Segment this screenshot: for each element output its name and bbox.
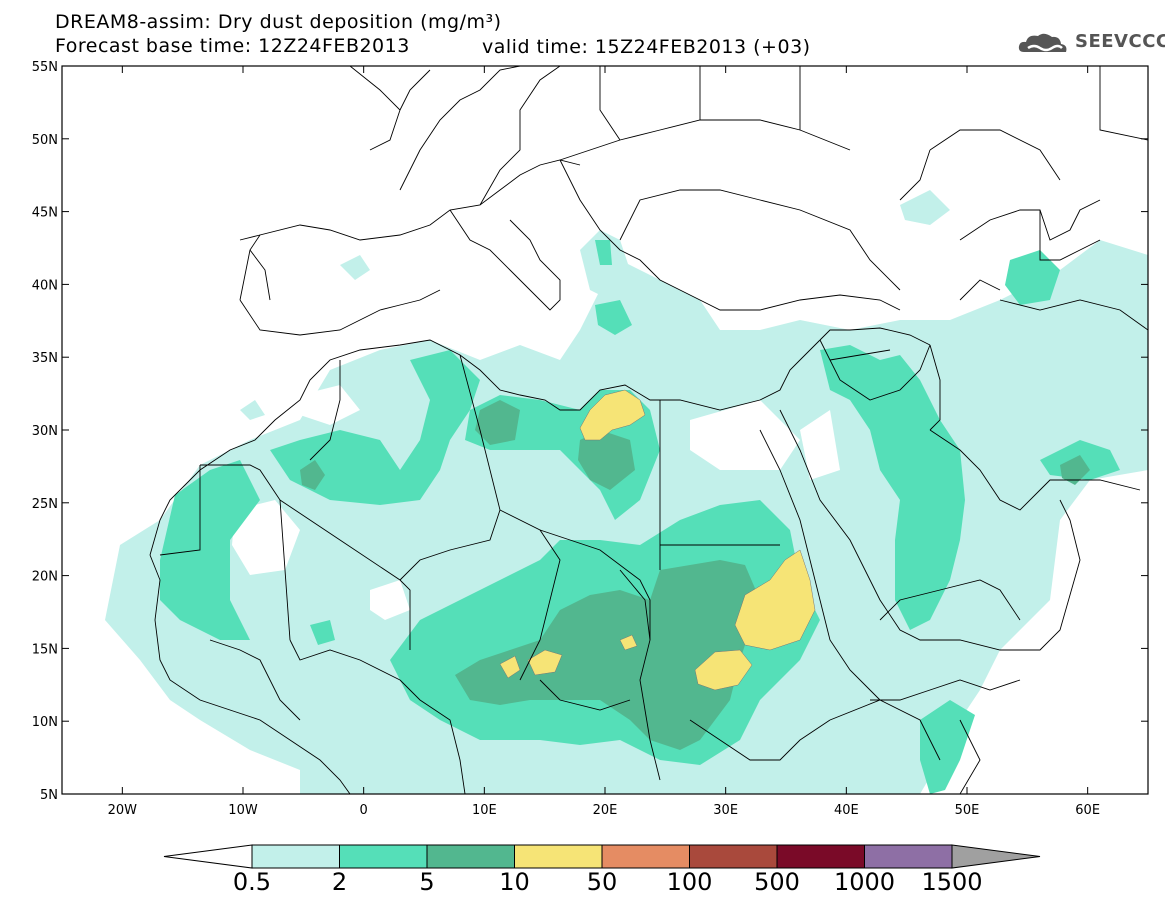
lat-tick-label: 45N bbox=[32, 206, 58, 221]
lat-tick-label: 20N bbox=[32, 570, 58, 585]
lon-tick-label: 20W bbox=[108, 803, 138, 818]
lon-tick-label: 20E bbox=[593, 803, 618, 818]
colorbar-segment bbox=[514, 844, 603, 869]
lon-tick-label: 40E bbox=[834, 803, 859, 818]
dust-field bbox=[105, 190, 1148, 794]
dust-level-5-10 bbox=[300, 400, 1090, 750]
lon-tick-label: 0 bbox=[360, 803, 368, 818]
lon-tick-label: 30E bbox=[713, 803, 738, 818]
lon-tick-label: 10E bbox=[472, 803, 497, 818]
colorbar-label: 500 bbox=[754, 868, 800, 896]
colorbar-label: 100 bbox=[666, 868, 713, 896]
colorbar-segment bbox=[776, 844, 865, 869]
longitude-axis: 20W 10W 0 10E 20E 30E 40E 50E 60E bbox=[108, 66, 1100, 818]
valid-time: valid time: 15Z24FEB2013 (+03) bbox=[482, 36, 811, 58]
lat-tick-label: 10N bbox=[32, 715, 58, 730]
lat-tick-label: 15N bbox=[32, 642, 58, 657]
cloud-logo-icon bbox=[1018, 33, 1067, 52]
colorbar-segment bbox=[426, 844, 515, 869]
colorbar-segment bbox=[601, 844, 690, 869]
colorbar-segment bbox=[251, 844, 340, 869]
colorbar-segment bbox=[689, 844, 778, 869]
map-title: DREAM8-assim: Dry dust deposition (mg/m³… bbox=[55, 11, 502, 33]
dust-gaps bbox=[232, 385, 840, 620]
lat-tick-label: 30N bbox=[32, 424, 58, 439]
colorbar-overflow-arrow bbox=[951, 844, 1041, 869]
lat-tick-label: 55N bbox=[32, 60, 58, 75]
colorbar-segment bbox=[339, 844, 428, 869]
lat-tick-label: 5N bbox=[40, 788, 58, 803]
colorbar-label: 10 bbox=[499, 868, 530, 896]
colorbar-underflow-arrow bbox=[163, 844, 253, 869]
colorbar bbox=[163, 844, 1041, 869]
colorbar-label: 0.5 bbox=[232, 868, 272, 896]
lat-tick-label: 50N bbox=[32, 133, 58, 148]
country-borders bbox=[149, 66, 1148, 794]
lon-tick-label: 10W bbox=[228, 803, 258, 818]
lon-tick-label: 50E bbox=[955, 803, 980, 818]
colorbar-label: 1500 bbox=[921, 868, 983, 896]
colorbar-label: 50 bbox=[586, 868, 618, 896]
colorbar-label: 5 bbox=[419, 868, 435, 896]
colorbar-segment bbox=[864, 844, 953, 869]
lat-tick-label: 25N bbox=[32, 497, 58, 512]
logo-text: SEEVCCC bbox=[1075, 31, 1165, 52]
lon-tick-label: 60E bbox=[1075, 803, 1100, 818]
lat-tick-label: 40N bbox=[32, 278, 58, 293]
lat-tick-label: 35N bbox=[32, 351, 58, 366]
forecast-base-time: Forecast base time: 12Z24FEB2013 bbox=[55, 35, 410, 57]
dust-level-10-50 bbox=[499, 389, 816, 691]
latitude-axis: 55N 50N 45N 40N 35N 30N 25N 20N 15N 10N 5N bbox=[32, 60, 1148, 803]
colorbar-label: 1000 bbox=[833, 868, 896, 896]
colorbar-label: 2 bbox=[331, 868, 348, 896]
